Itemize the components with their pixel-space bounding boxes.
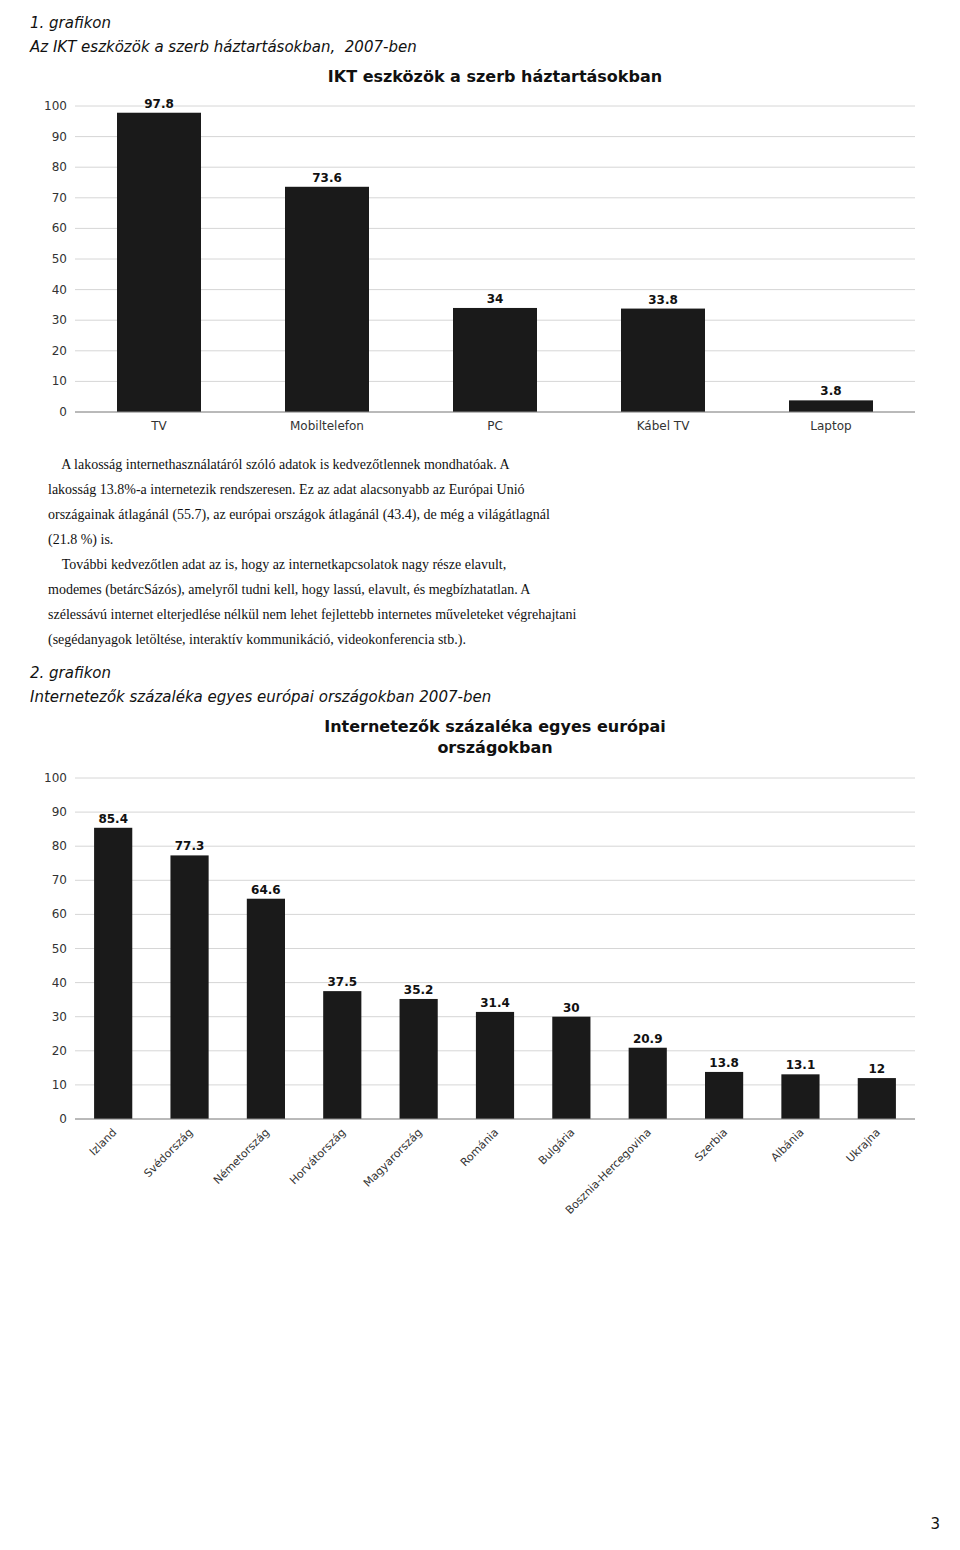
x-tick-label: TV (150, 419, 167, 433)
x-tick-label: Bulgária (536, 1126, 577, 1167)
bar (94, 828, 132, 1119)
bar (453, 308, 537, 412)
data-label: 85.4 (98, 812, 128, 826)
bar-chart: Internetezők százaléka egyes európaiorsz… (30, 712, 930, 1232)
data-label: 12 (868, 1062, 885, 1076)
y-tick-label: 0 (59, 405, 67, 419)
bars (94, 828, 896, 1119)
x-axis-line (75, 412, 915, 413)
y-tick-label: 100 (44, 99, 67, 113)
bar (117, 113, 201, 412)
y-tick-label: 100 (44, 771, 67, 785)
bar (781, 1074, 819, 1119)
paragraph-line: További kedvezőtlen adat az is, hogy az … (48, 552, 948, 577)
x-tick-label: Kábel TV (637, 419, 690, 433)
y-tick-label: 90 (52, 805, 67, 819)
chart-title: IKT eszközök a szerb háztartásokban (328, 67, 662, 86)
y-tick-label: 10 (52, 374, 67, 388)
data-label: 31.4 (480, 996, 510, 1010)
paragraph-line: országainak átlagánál (55.7), az európai… (48, 502, 948, 527)
bar (705, 1072, 743, 1119)
x-tick-label: Svédország (141, 1126, 195, 1180)
y-tick-label: 90 (52, 130, 67, 144)
grid-line (75, 812, 915, 813)
paragraph-line: szélessávú internet elterjedlése nélkül … (48, 602, 948, 627)
grid-line (75, 1119, 915, 1120)
data-label: 13.1 (786, 1058, 816, 1072)
y-tick-label: 50 (52, 942, 67, 956)
bar (247, 899, 285, 1119)
grid-line (75, 412, 915, 413)
data-label: 3.8 (820, 384, 841, 398)
x-tick-label: Ukrajna (844, 1126, 883, 1165)
data-label: 73.6 (312, 171, 342, 185)
y-tick-label: 60 (52, 907, 67, 921)
x-tick-label: Bosznia-Hercegovina (563, 1126, 654, 1217)
heading: Az IKT eszközök a szerb háztartásokban, … (30, 36, 930, 58)
data-label: 20.9 (633, 1032, 663, 1046)
bars (117, 113, 873, 412)
paragraph-line: modemes (betárcSázós), amelyről tudni ke… (48, 577, 948, 602)
x-tick-label: Szerbia (692, 1126, 730, 1164)
y-tick-label: 40 (52, 976, 67, 990)
x-axis-line (75, 1119, 915, 1120)
paragraph-line: (21.8 %) is. (48, 527, 948, 552)
y-tick-label: 10 (52, 1078, 67, 1092)
y-tick-label: 20 (52, 1044, 67, 1058)
bar (323, 991, 361, 1119)
heading: Internetezők százaléka egyes európai ors… (30, 686, 930, 708)
paragraph-line: lakosság 13.8%-a internetezik rendszeres… (48, 477, 948, 502)
data-label: 37.5 (327, 975, 357, 989)
bar (400, 999, 438, 1119)
x-tick-label: Laptop (810, 419, 851, 433)
bar (476, 1012, 514, 1119)
x-tick-label: Albánia (768, 1126, 806, 1164)
bar (285, 187, 369, 412)
y-tick-label: 40 (52, 283, 67, 297)
page-number: 3 (930, 1515, 940, 1533)
x-tick-label: Horvátország (287, 1126, 348, 1187)
paragraph-line: A lakosság internethasználatáról szóló a… (48, 452, 948, 477)
y-tick-label: 20 (52, 344, 67, 358)
data-label: 64.6 (251, 883, 281, 897)
bar (858, 1078, 896, 1119)
bar (789, 400, 873, 412)
grid-line (75, 778, 915, 779)
bar (629, 1048, 667, 1119)
y-tick-label: 30 (52, 1010, 67, 1024)
data-label: 33.8 (648, 293, 678, 307)
bar (170, 855, 208, 1119)
grid-line (75, 106, 915, 107)
paragraph-line: (segédanyagok letöltése, interaktív komm… (48, 627, 948, 652)
y-tick-label: 30 (52, 313, 67, 327)
chart-title: Internetezők százaléka egyes európaiorsz… (324, 717, 666, 757)
heading: 1. grafikon (30, 12, 930, 34)
bar (621, 309, 705, 412)
x-tick-label: Németország (211, 1126, 272, 1187)
data-label: 30 (563, 1001, 580, 1015)
data-label: 77.3 (175, 839, 205, 853)
data-label: 34 (487, 292, 504, 306)
y-tick-label: 70 (52, 873, 67, 887)
data-label: 13.8 (709, 1056, 739, 1070)
x-tick-label: Mobiltelefon (290, 419, 364, 433)
y-tick-label: 70 (52, 191, 67, 205)
y-tick-label: 80 (52, 160, 67, 174)
y-tick-label: 50 (52, 252, 67, 266)
heading: 2. grafikon (30, 662, 930, 684)
y-tick-label: 60 (52, 221, 67, 235)
bar (552, 1017, 590, 1119)
x-tick-label: Izland (87, 1126, 119, 1158)
y-tick-label: 0 (59, 1112, 67, 1126)
x-tick-label: Románia (458, 1126, 501, 1169)
data-label: 35.2 (404, 983, 434, 997)
data-label: 97.8 (144, 97, 174, 111)
x-tick-label: PC (487, 419, 503, 433)
x-tick-label: Magyarország (361, 1126, 425, 1190)
y-tick-label: 80 (52, 839, 67, 853)
bar-chart: IKT eszközök a szerb háztartásokban 0 10 20… (30, 62, 930, 442)
